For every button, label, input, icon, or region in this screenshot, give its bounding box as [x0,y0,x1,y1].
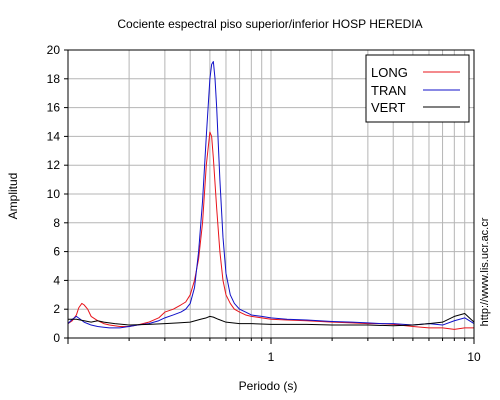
series-line-long [67,131,474,330]
y-tick-label: 10 [47,187,61,201]
x-axis-label: Periodo (s) [239,379,298,393]
y-tick-label: 14 [47,129,61,143]
y-axis-ticks: 0 2 4 6 8 10 12 14 16 18 20 [47,43,68,345]
y-tick-label: 0 [53,331,60,345]
y-axis-label: Amplitud [6,173,20,220]
series-line-vert [68,313,475,327]
series-line-tran [67,61,475,329]
legend: LONG TRAN VERT [365,54,470,123]
y-tick-label: 4 [53,273,60,287]
y-tick-label: 12 [47,158,61,172]
y-tick-label: 8 [53,216,60,230]
legend-label-vert: VERT [371,100,405,115]
x-axis-ticks: 1 10 [67,338,481,364]
chart-title: Cociente espectral piso superior/inferio… [117,17,422,31]
x-tick-label: 1 [268,350,275,364]
plot-frame [67,49,475,339]
x-tick-label: 10 [467,350,481,364]
y-tick-label: 2 [53,302,60,316]
legend-label-long: LONG [371,65,408,80]
y-tick-label: 16 [47,101,61,115]
y-tick-label: 6 [53,245,60,259]
source-url-label: http://www.lis.ucr.ac.cr [479,217,491,326]
y-tick-label: 20 [47,43,61,57]
legend-label-tran: TRAN [371,83,406,98]
y-tick-label: 18 [47,72,61,86]
legend-box [365,54,470,123]
series-group [67,61,475,330]
